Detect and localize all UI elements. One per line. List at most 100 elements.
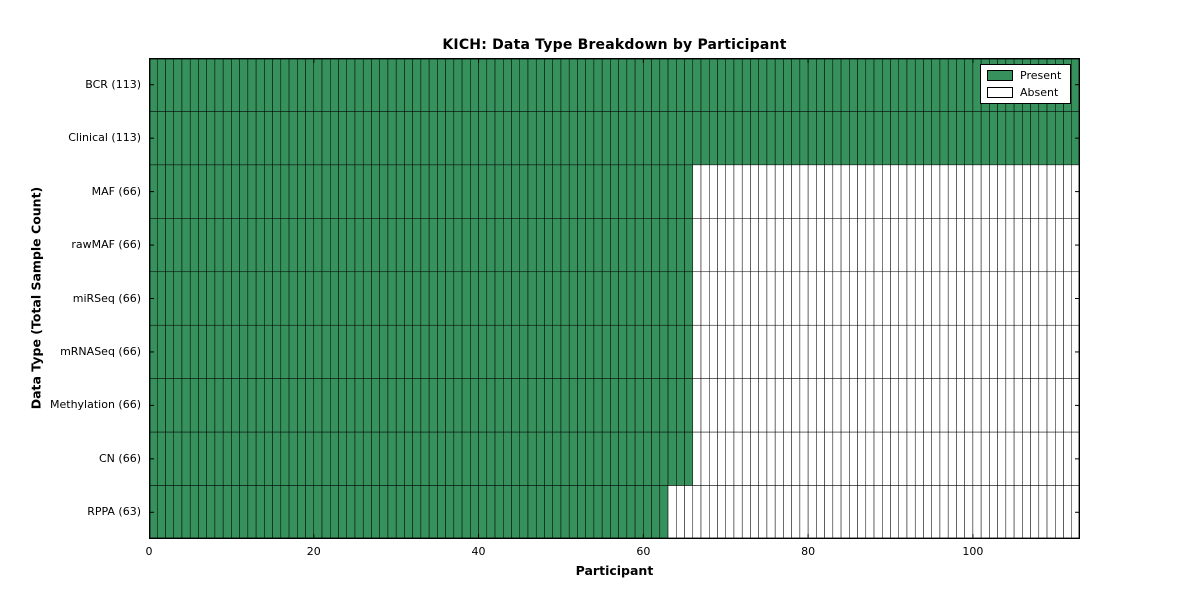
heatmap-cell <box>923 271 932 326</box>
heatmap-cell <box>1030 218 1040 273</box>
heatmap-cell <box>330 485 339 539</box>
heatmap-cell <box>395 378 405 433</box>
heatmap-cell <box>272 324 282 379</box>
heatmap-cell <box>832 431 842 486</box>
heatmap-cell <box>486 111 496 166</box>
heatmap-cell <box>313 324 323 379</box>
heatmap-cell <box>189 164 199 219</box>
heatmap-cell <box>288 431 298 486</box>
heatmap-cell <box>873 218 883 273</box>
heatmap-cell <box>717 218 726 273</box>
y-tick-label: rawMAF (66) <box>71 238 141 252</box>
heatmap-cell <box>420 164 430 219</box>
heatmap-cell <box>519 164 529 219</box>
heatmap-cell <box>1030 164 1040 219</box>
heatmap-cell <box>305 218 315 273</box>
heatmap-cell <box>346 431 356 486</box>
heatmap-cell <box>156 164 166 219</box>
heatmap-cell <box>461 164 471 219</box>
heatmap-cell <box>980 271 990 326</box>
heatmap-cell <box>791 271 801 326</box>
heatmap-cell <box>849 58 858 112</box>
heatmap-cell <box>395 58 405 112</box>
heatmap-cell <box>239 111 249 166</box>
heatmap-cell <box>1030 431 1040 486</box>
heatmap-cell <box>379 378 389 433</box>
heatmap-cell <box>321 271 331 326</box>
heatmap-cell <box>1022 271 1031 326</box>
heatmap-cell <box>519 111 529 166</box>
heatmap-cell <box>692 378 702 433</box>
heatmap-cell <box>470 324 479 379</box>
heatmap-cell <box>486 58 496 112</box>
heatmap-cell <box>725 164 735 219</box>
heatmap-cell <box>676 218 685 273</box>
heatmap-cell <box>305 111 315 166</box>
heatmap-cell <box>816 164 825 219</box>
heatmap-cell <box>634 378 644 433</box>
heatmap-cell <box>346 324 356 379</box>
heatmap-cell <box>453 271 463 326</box>
heatmap-cell <box>873 111 883 166</box>
heatmap-cell <box>931 58 941 112</box>
heatmap-cell <box>766 111 776 166</box>
heatmap-cell <box>898 485 908 539</box>
heatmap-cell <box>626 164 636 219</box>
heatmap-cell <box>404 218 413 273</box>
heatmap-cell <box>816 378 825 433</box>
heatmap-cell <box>890 218 899 273</box>
heatmap-cell <box>634 324 644 379</box>
heatmap-row-rawMAF <box>149 218 1080 273</box>
heatmap-cell <box>297 485 306 539</box>
heatmap-cell <box>1022 164 1031 219</box>
heatmap-cell <box>486 431 496 486</box>
heatmap-cell <box>684 58 694 112</box>
heatmap-cell <box>709 111 718 166</box>
heatmap-cell <box>865 378 875 433</box>
heatmap-cell <box>865 271 875 326</box>
heatmap-cell <box>766 485 776 539</box>
heatmap-cell <box>700 164 710 219</box>
heatmap-cell <box>214 111 224 166</box>
heatmap-cell <box>297 58 306 112</box>
heatmap-cell <box>783 431 792 486</box>
heatmap-cell <box>412 111 422 166</box>
heatmap-cell <box>1055 378 1064 433</box>
heatmap-cell <box>214 485 224 539</box>
heatmap-cell <box>840 218 850 273</box>
heatmap-cell <box>189 218 199 273</box>
heatmap-cell <box>807 164 817 219</box>
heatmap-cell <box>313 271 323 326</box>
heatmap-cell <box>634 431 644 486</box>
heatmap-cell <box>733 58 743 112</box>
heatmap-cell <box>799 271 809 326</box>
heatmap-cell <box>882 431 891 486</box>
heatmap-cell <box>890 485 899 539</box>
heatmap-cell <box>560 58 570 112</box>
heatmap-cell <box>824 58 834 112</box>
heatmap-cell <box>923 164 932 219</box>
heatmap-cell <box>189 111 199 166</box>
heatmap-cell <box>1038 431 1048 486</box>
heatmap-cell <box>412 58 422 112</box>
heatmap-cell <box>371 271 380 326</box>
heatmap-cell <box>297 271 306 326</box>
heatmap-cell <box>1030 271 1040 326</box>
x-tick-label: 40 <box>471 545 486 558</box>
heatmap-cell <box>585 431 595 486</box>
heatmap-cell <box>503 218 512 273</box>
heatmap-cell <box>700 271 710 326</box>
heatmap-cell <box>494 271 504 326</box>
heatmap-cell <box>330 271 339 326</box>
heatmap-cell <box>544 58 553 112</box>
heatmap-cell <box>1063 218 1073 273</box>
heatmap-cell <box>783 271 792 326</box>
heatmap-cell <box>939 218 949 273</box>
heatmap-cell <box>939 485 949 539</box>
heatmap-cell <box>346 271 356 326</box>
heatmap-cell <box>585 218 595 273</box>
heatmap-cell <box>1038 324 1048 379</box>
heatmap-cell <box>676 111 685 166</box>
heatmap-cell <box>379 218 389 273</box>
heatmap-cell <box>1005 111 1015 166</box>
